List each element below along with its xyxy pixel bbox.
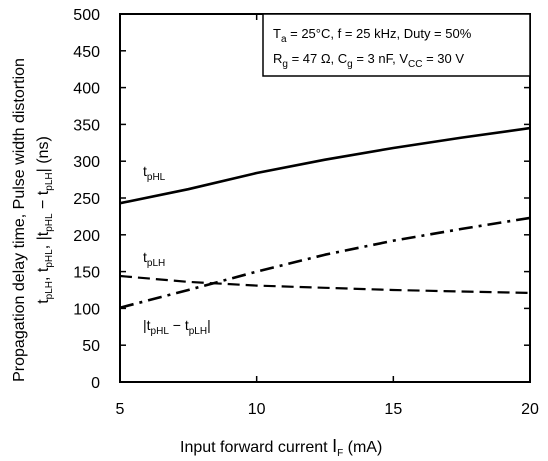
y-tick-label: 400 bbox=[73, 81, 100, 98]
x-tick-label: 15 bbox=[384, 401, 402, 418]
series-lines bbox=[119, 126, 531, 309]
y-tick-label: 150 bbox=[73, 265, 100, 282]
y-tick-label: 450 bbox=[73, 44, 100, 61]
x-axis-label: Input forward current IF (mA) bbox=[180, 436, 382, 459]
y-axis-title: Propagation delay time, Pulse width dist… bbox=[11, 58, 55, 382]
series-line-0 bbox=[119, 126, 531, 205]
label-tplh: tpLH bbox=[143, 249, 165, 269]
y-tick-label: 500 bbox=[73, 7, 100, 24]
y-tick-label: 300 bbox=[73, 154, 100, 171]
x-tick-label: 5 bbox=[116, 401, 125, 418]
y-tick-label: 100 bbox=[73, 301, 100, 318]
series-labels: tpHL tpLH |tpHL − tpLH| bbox=[143, 163, 211, 337]
x-tick-label: 10 bbox=[248, 401, 266, 418]
series-line-2 bbox=[119, 274, 531, 294]
y-tick-label: 350 bbox=[73, 117, 100, 134]
y-tick-label: 200 bbox=[73, 228, 100, 245]
y-tick-label: 250 bbox=[73, 191, 100, 208]
y-axis-label-line1: Propagation delay time, Pulse width dist… bbox=[11, 58, 28, 382]
label-distortion: |tpHL − tpLH| bbox=[143, 317, 211, 337]
y-axis-label-line2: tpLH, tpHL, |tpHL − tpLH| (ns) bbox=[35, 136, 55, 304]
y-tick-label: 50 bbox=[82, 338, 100, 355]
x-tick-label: 20 bbox=[521, 401, 539, 418]
conditions-box-frame bbox=[262, 13, 531, 77]
y-tick-labels: 0 50 100 150 200 250 300 350 400 450 500 bbox=[73, 7, 100, 392]
x-tick-labels: 5 10 15 20 bbox=[116, 401, 539, 418]
series-line-1 bbox=[119, 216, 531, 309]
label-tphl: tpHL bbox=[143, 163, 166, 183]
conditions-box: Ta = 25°C, f = 25 kHz, Duty = 50% Rg = 47… bbox=[262, 13, 531, 77]
x-axis-title: Input forward current IF (mA) bbox=[180, 436, 382, 459]
conditions-line-1: Ta = 25°C, f = 25 kHz, Duty = 50% bbox=[273, 26, 472, 45]
y-tick-label: 0 bbox=[91, 375, 100, 392]
conditions-line-2: Rg = 47 Ω, Cg = 3 nF, VCC = 30 V bbox=[273, 51, 464, 70]
